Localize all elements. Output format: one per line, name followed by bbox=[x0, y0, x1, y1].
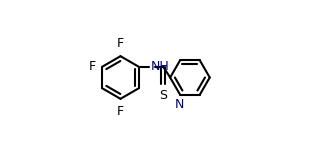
Text: F: F bbox=[117, 37, 124, 50]
Text: S: S bbox=[159, 89, 167, 102]
Text: N: N bbox=[174, 98, 184, 111]
Text: F: F bbox=[89, 60, 96, 73]
Text: NH: NH bbox=[150, 60, 169, 73]
Text: F: F bbox=[117, 105, 124, 118]
